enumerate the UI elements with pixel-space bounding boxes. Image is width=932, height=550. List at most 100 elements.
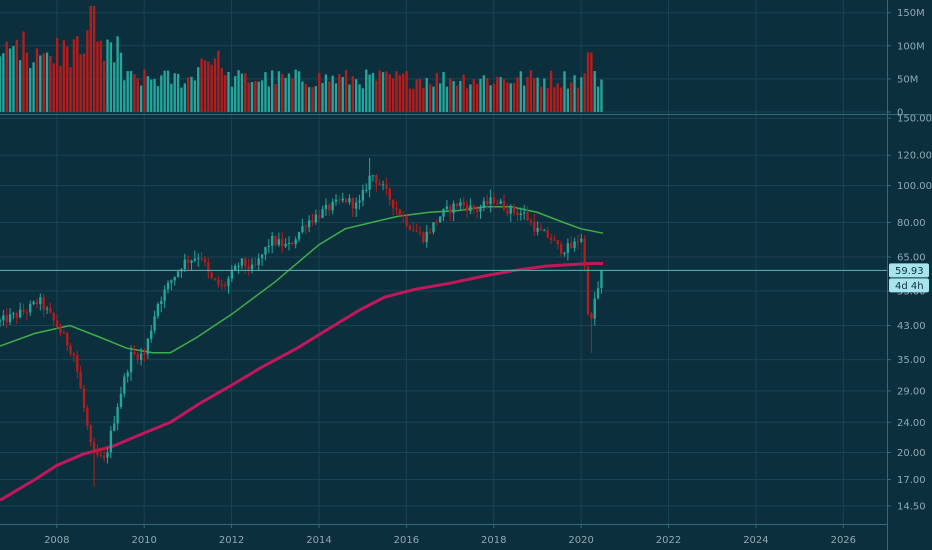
- price-axis[interactable]: 14.5017.0020.0024.0029.0035.0043.0053.00…: [887, 114, 932, 513]
- candle: [516, 208, 519, 222]
- x-tick-label: 2008: [44, 535, 69, 546]
- volume-bar: [291, 78, 294, 112]
- candle: [583, 234, 586, 272]
- volume-bar: [321, 82, 324, 112]
- time-axis[interactable]: 2008 2010 2012 2014 2016 2018 2020 2022 2024 2026: [44, 524, 856, 546]
- candle-body: [213, 278, 217, 280]
- volume-pane[interactable]: [0, 6, 603, 113]
- price-pane[interactable]: [0, 158, 603, 487]
- candle: [553, 235, 556, 241]
- volume-bar: [153, 78, 156, 112]
- candle: [586, 264, 590, 317]
- candle: [391, 199, 395, 216]
- candle: [150, 324, 153, 343]
- candle: [129, 345, 133, 381]
- candle: [442, 208, 445, 222]
- candle-body: [381, 184, 385, 186]
- candle-body: [32, 301, 35, 304]
- candle: [136, 351, 139, 365]
- candle: [257, 253, 260, 271]
- candle: [472, 204, 475, 215]
- candle-body: [150, 330, 153, 339]
- candle: [570, 236, 573, 249]
- candle: [452, 200, 455, 222]
- volume-bar: [351, 76, 354, 112]
- candle: [102, 447, 106, 462]
- candle-body: [496, 203, 499, 205]
- candle: [348, 194, 351, 205]
- candle-body: [2, 315, 5, 321]
- volume-bar: [170, 83, 173, 112]
- volume-bar: [123, 80, 126, 112]
- volume-bar: [472, 79, 475, 112]
- volume-bar: [173, 73, 176, 112]
- candle: [281, 232, 284, 253]
- candle-body: [170, 280, 173, 283]
- candle: [318, 209, 321, 223]
- candle-body: [334, 199, 338, 202]
- volume-bar: [556, 83, 559, 112]
- candle-body: [190, 260, 193, 263]
- volume-bar: [264, 72, 267, 112]
- candle-body: [486, 201, 489, 205]
- candle-body: [378, 183, 381, 185]
- x-tick-label: 2026: [831, 535, 856, 546]
- volume-bar: [210, 64, 213, 112]
- candle: [368, 158, 371, 198]
- candle: [8, 308, 12, 326]
- candle: [378, 179, 381, 186]
- candle-body: [412, 229, 415, 232]
- volume-bar: [260, 80, 264, 112]
- volume-bar: [600, 79, 603, 112]
- candle: [173, 276, 176, 286]
- candle-body: [220, 284, 223, 286]
- candle-body: [385, 184, 388, 189]
- volume-bar: [207, 61, 210, 112]
- volume-bar: [543, 78, 546, 112]
- candle: [49, 302, 52, 314]
- candle-body: [549, 237, 553, 240]
- candle-body: [281, 239, 284, 247]
- volume-bar: [166, 70, 170, 112]
- candle: [240, 258, 244, 270]
- candle-body: [442, 209, 445, 217]
- candle: [86, 405, 89, 430]
- volume-bar: [536, 77, 539, 112]
- volume-bar: [573, 75, 576, 112]
- candle: [519, 207, 522, 221]
- candle: [381, 180, 385, 191]
- candle-body: [328, 204, 331, 211]
- candle: [254, 257, 257, 268]
- candle: [509, 204, 512, 222]
- volume-bar: [590, 52, 593, 112]
- volume-bar: [398, 75, 402, 112]
- candle-body: [59, 327, 62, 333]
- candle: [2, 309, 5, 326]
- candle-body: [301, 226, 304, 233]
- candle-body: [425, 231, 428, 243]
- volume-bar: [183, 83, 186, 112]
- candle: [217, 275, 220, 288]
- volume-bar: [301, 81, 304, 112]
- volume-bar: [277, 71, 281, 112]
- candle: [529, 218, 533, 226]
- volume-bar: [49, 55, 52, 112]
- candle-body: [502, 200, 506, 211]
- volume-bar: [244, 73, 247, 112]
- candle-body: [408, 225, 412, 230]
- candle: [482, 197, 486, 212]
- candle: [166, 280, 170, 294]
- volume-bar: [150, 79, 153, 112]
- candle: [499, 198, 502, 205]
- volume-axis[interactable]: 0 50M 100M 150M: [887, 8, 925, 119]
- y-tick-label: 14.50: [897, 501, 926, 512]
- candle: [223, 281, 227, 290]
- volume-bar: [391, 78, 395, 112]
- candle-body: [519, 213, 522, 216]
- candle-body: [395, 208, 398, 210]
- candle: [15, 311, 18, 325]
- candle-body: [338, 199, 341, 201]
- candle-body: [563, 252, 566, 254]
- volume-bar: [213, 58, 217, 112]
